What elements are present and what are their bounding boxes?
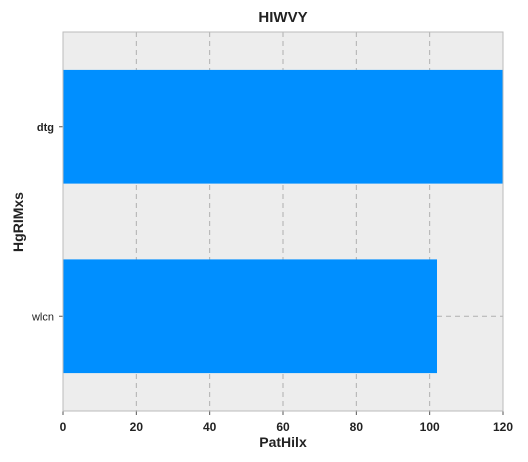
x-tick-label-40: 40 (203, 420, 217, 434)
bar-dtg (63, 69, 503, 184)
y-axis-label: HgRIMxs (10, 192, 26, 252)
chart-title: HIWVY (258, 9, 307, 26)
x-tick-label-20: 20 (130, 420, 144, 434)
x-tick-label-120: 120 (493, 420, 513, 434)
category-label-dtg: dtg (37, 122, 54, 134)
x-tick-label-60: 60 (276, 420, 290, 434)
category-label-wlcn: wlcn (31, 311, 54, 323)
plot-frame (62, 31, 504, 412)
x-tick-label-0: 0 (60, 420, 67, 434)
x-ticks: 0 20 40 60 80 100 120 (60, 411, 513, 434)
x-tick-label-100: 100 (420, 420, 440, 434)
category-labels: dtg wlcn (31, 122, 63, 323)
bar-wlcn (63, 259, 437, 374)
x-tick-label-80: 80 (350, 420, 364, 434)
bars (63, 69, 503, 374)
x-axis-label: PatHilx (259, 434, 307, 450)
